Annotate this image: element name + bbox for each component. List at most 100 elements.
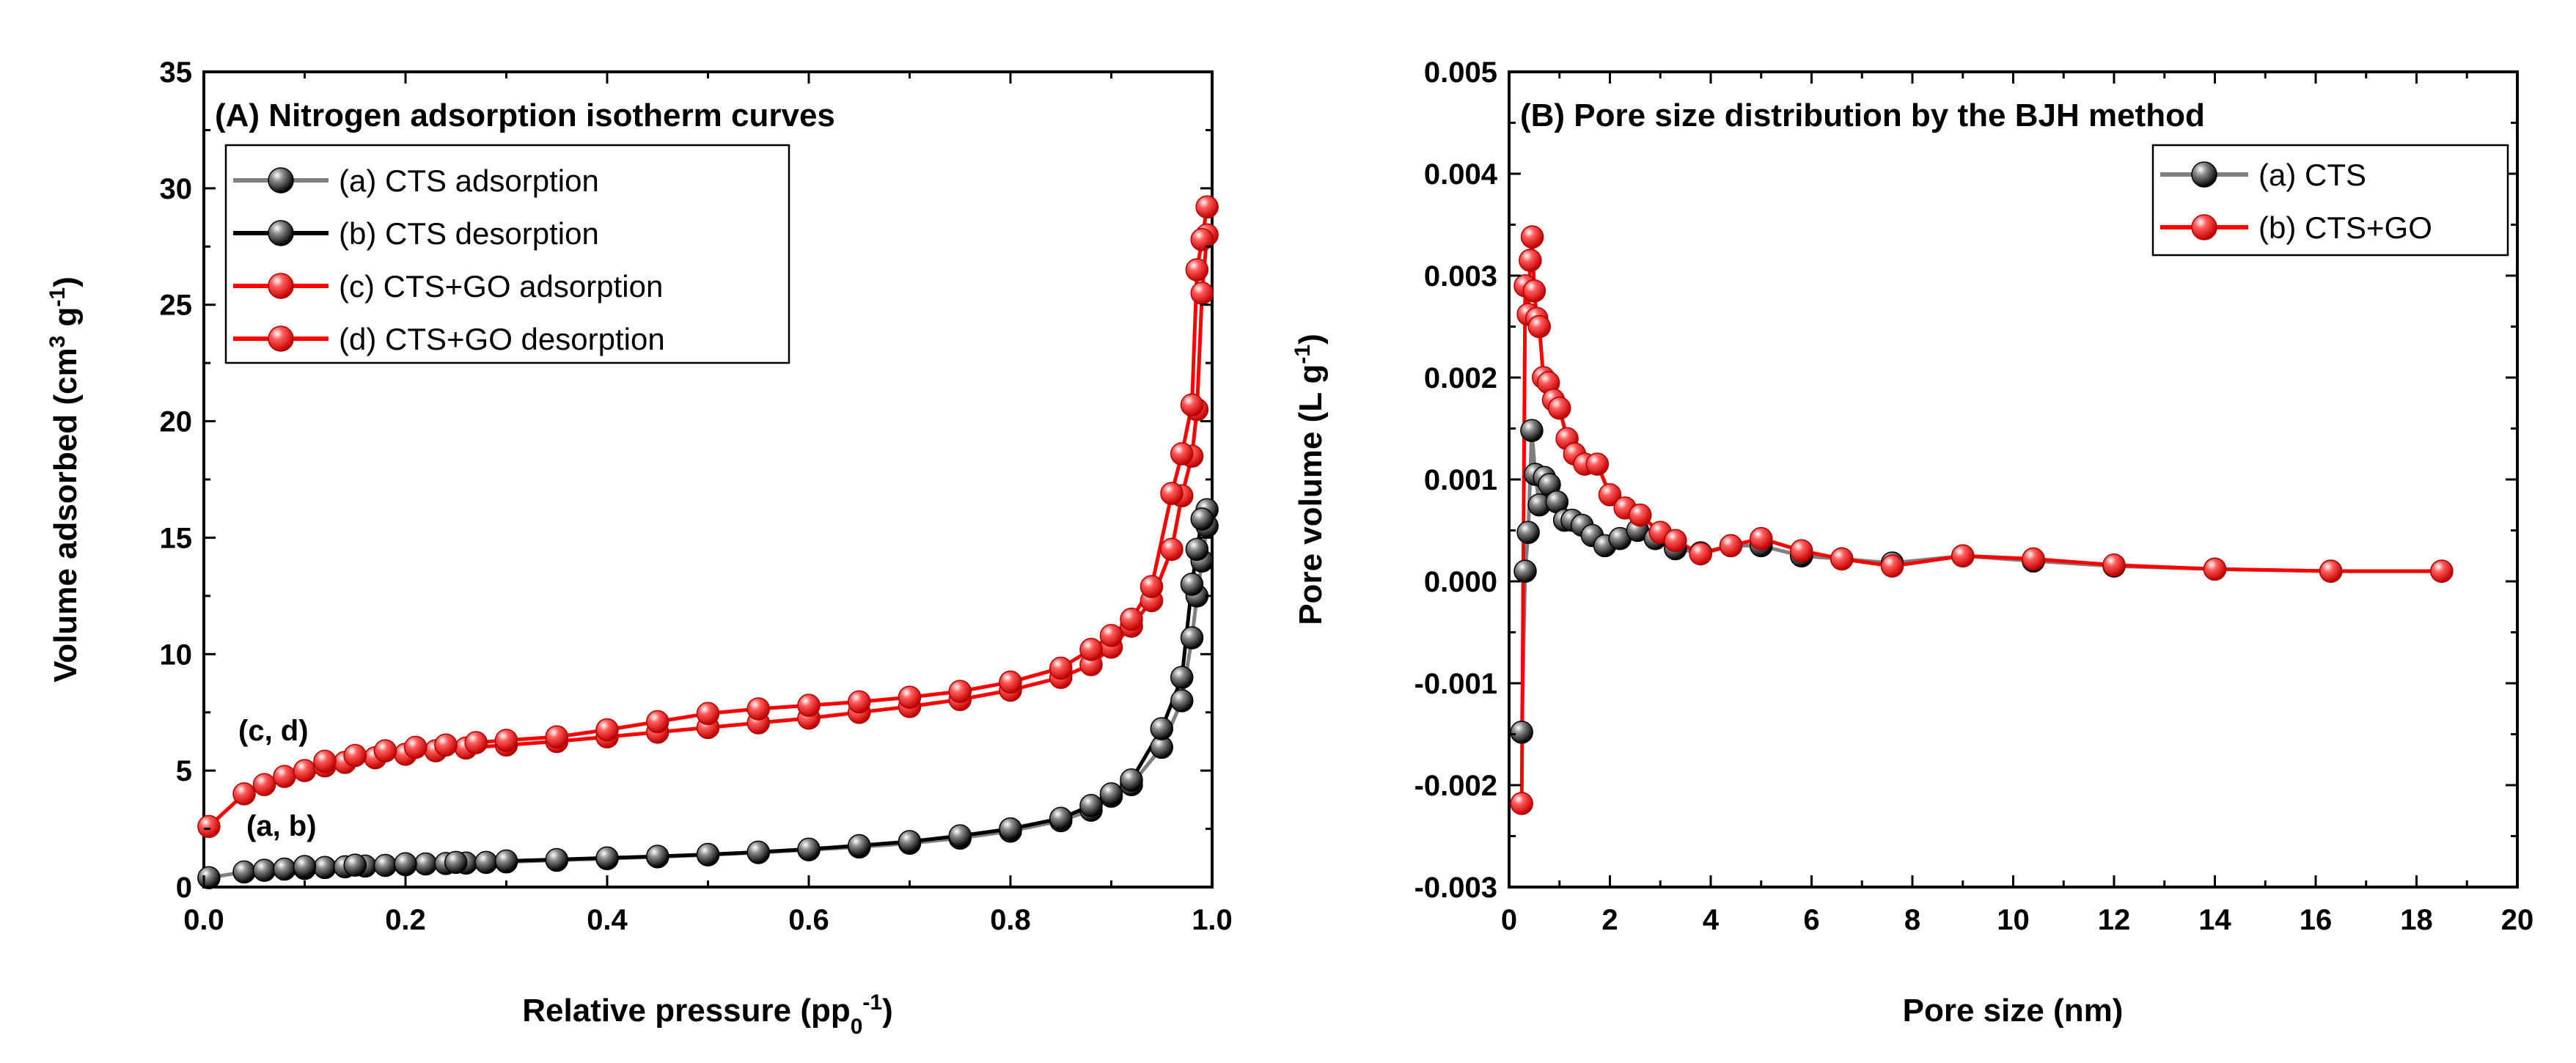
data-point-a-3 bbox=[1140, 575, 1164, 598]
y-tick-label-a: 15 bbox=[160, 522, 193, 554]
panel-a: 0.0 0.2 0.4 0.6 0.8 1.0 0 5 10 15 20 25 30 35 (A) Ni… bbox=[45, 56, 1233, 1039]
data-point-a-1 bbox=[595, 846, 619, 870]
data-point-a-1 bbox=[746, 840, 770, 864]
data-point-b-1 bbox=[2022, 547, 2045, 571]
data-point-a-3 bbox=[313, 749, 337, 773]
data-point-a-3 bbox=[696, 702, 720, 726]
data-point-b-1 bbox=[1689, 542, 1712, 566]
data-point-a-1 bbox=[1120, 768, 1143, 792]
data-point-a-3 bbox=[898, 685, 922, 709]
y-tick-label-a: 5 bbox=[176, 755, 192, 787]
data-point-a-3 bbox=[999, 670, 1022, 694]
data-point-a-3 bbox=[948, 680, 972, 703]
data-point-a-1 bbox=[1079, 794, 1103, 817]
data-point-a-3 bbox=[1099, 624, 1123, 647]
data-point-a-0 bbox=[474, 850, 498, 875]
series-line-a-1 bbox=[304, 509, 1209, 869]
data-point-a-1 bbox=[898, 830, 922, 853]
data-point-a-1 bbox=[343, 853, 367, 877]
y-tick-label-b: -0.001 bbox=[1414, 668, 1497, 700]
x-tick-label-a: 0.8 bbox=[990, 904, 1031, 936]
panel-b-legend: (a) CTS (b) CTS+GO bbox=[2151, 144, 2509, 257]
y-tick-label-b: 0.000 bbox=[1424, 566, 1497, 598]
panel-a-x-ticks: 0.0 0.2 0.4 0.6 0.8 1.0 bbox=[183, 72, 1233, 936]
y-tick-label-b: 0.005 bbox=[1424, 56, 1497, 89]
y-tick-label-a: 0 bbox=[176, 872, 192, 904]
data-point-a-3 bbox=[1195, 195, 1219, 219]
legend-label-c: (c) CTS+GO adsorption bbox=[339, 269, 663, 304]
series-line-b-0 bbox=[1519, 428, 2442, 732]
data-point-a-2 bbox=[273, 765, 296, 788]
data-point-b-0 bbox=[1520, 419, 1544, 443]
x-tick-label-b: 16 bbox=[2300, 904, 2333, 936]
data-point-a-2 bbox=[252, 773, 276, 796]
data-point-b-1 bbox=[1522, 279, 1546, 303]
data-point-b-1 bbox=[1951, 544, 1975, 567]
data-point-b-1 bbox=[1629, 503, 1652, 527]
data-point-a-3 bbox=[797, 694, 821, 717]
data-point-a-3 bbox=[464, 731, 488, 754]
data-point-a-3 bbox=[746, 697, 770, 721]
data-point-a-2 bbox=[197, 814, 221, 839]
data-point-b-0 bbox=[1510, 720, 1533, 744]
legend-label-cts-go: (b) CTS+GO bbox=[2258, 210, 2432, 245]
data-point-a-1 bbox=[1170, 666, 1194, 689]
data-point-b-1 bbox=[2102, 553, 2126, 577]
data-point-b-0 bbox=[1516, 521, 1540, 545]
data-point-a-3 bbox=[1160, 482, 1184, 505]
y-tick-label-b: 0.003 bbox=[1424, 260, 1497, 293]
data-point-a-3 bbox=[343, 743, 367, 768]
panel-b-series bbox=[1510, 225, 2454, 815]
data-point-a-1 bbox=[848, 834, 871, 858]
data-point-a-0 bbox=[252, 858, 276, 882]
data-point-a-1 bbox=[797, 837, 821, 861]
data-point-a-0 bbox=[273, 857, 296, 881]
data-point-b-1 bbox=[2319, 559, 2343, 583]
data-point-a-2 bbox=[1190, 282, 1214, 305]
data-point-a-1 bbox=[444, 850, 468, 875]
data-point-a-2 bbox=[293, 759, 317, 782]
data-point-a-3 bbox=[1185, 258, 1209, 282]
data-point-a-1 bbox=[293, 855, 317, 878]
x-tick-label-b: 0 bbox=[1501, 904, 1517, 936]
x-tick-label-a: 0.4 bbox=[587, 904, 628, 936]
data-point-b-1 bbox=[1598, 483, 1622, 507]
y-tick-label-b: -0.003 bbox=[1414, 872, 1497, 904]
data-point-a-1 bbox=[1049, 806, 1073, 831]
data-point-a-3 bbox=[646, 710, 669, 734]
data-point-a-1 bbox=[1099, 782, 1123, 806]
data-point-a-0 bbox=[414, 852, 438, 876]
panel-b: 0 2 4 6 8 10 12 14 16 18 20 -0.003 -0.002 -0.001 0.00… bbox=[1291, 56, 2534, 1029]
panel-b-title: (B) Pore size distribution by the BJH me… bbox=[1520, 98, 2205, 133]
data-point-a-1 bbox=[394, 852, 417, 875]
data-point-a-1 bbox=[646, 845, 669, 868]
data-point-b-1 bbox=[1790, 539, 1813, 563]
data-point-a-1 bbox=[999, 817, 1022, 841]
data-point-b-1 bbox=[1750, 526, 1773, 551]
x-tick-label-b: 2 bbox=[1601, 904, 1618, 936]
data-point-a-3 bbox=[494, 729, 518, 752]
x-tick-label-b: 8 bbox=[1904, 904, 1920, 936]
legend-label-b: (b) CTS desorption bbox=[339, 216, 599, 251]
data-point-a-3 bbox=[1190, 228, 1214, 251]
legend-label-d: (d) CTS+GO desorption bbox=[339, 322, 665, 356]
x-tick-label-b: 12 bbox=[2098, 904, 2131, 936]
x-tick-label-b: 10 bbox=[1997, 904, 2030, 936]
annotation-ab: (a, b) bbox=[246, 810, 317, 842]
y-tick-label-a: 35 bbox=[160, 56, 193, 89]
data-point-a-2 bbox=[232, 782, 256, 806]
y-tick-label-a: 30 bbox=[160, 173, 193, 205]
data-point-b-1 bbox=[1519, 249, 1542, 272]
data-point-a-3 bbox=[1120, 607, 1143, 631]
annotation-cd: (c, d) bbox=[238, 715, 309, 747]
legend-label-a: (a) CTS adsorption bbox=[339, 163, 599, 198]
x-tick-label-a: 0.6 bbox=[788, 904, 829, 936]
panel-a-y-ticks: 0 5 10 15 20 25 30 35 bbox=[160, 56, 1212, 904]
panel-b-y-axis-title: Pore volume (L g-1) bbox=[1291, 334, 1329, 625]
y-tick-label-a: 10 bbox=[160, 639, 193, 671]
legend-item-cts: (a) CTS bbox=[2160, 158, 2366, 192]
data-point-a-3 bbox=[545, 725, 568, 748]
x-tick-label-b: 6 bbox=[1803, 904, 1819, 936]
data-point-b-1 bbox=[1510, 792, 1533, 815]
